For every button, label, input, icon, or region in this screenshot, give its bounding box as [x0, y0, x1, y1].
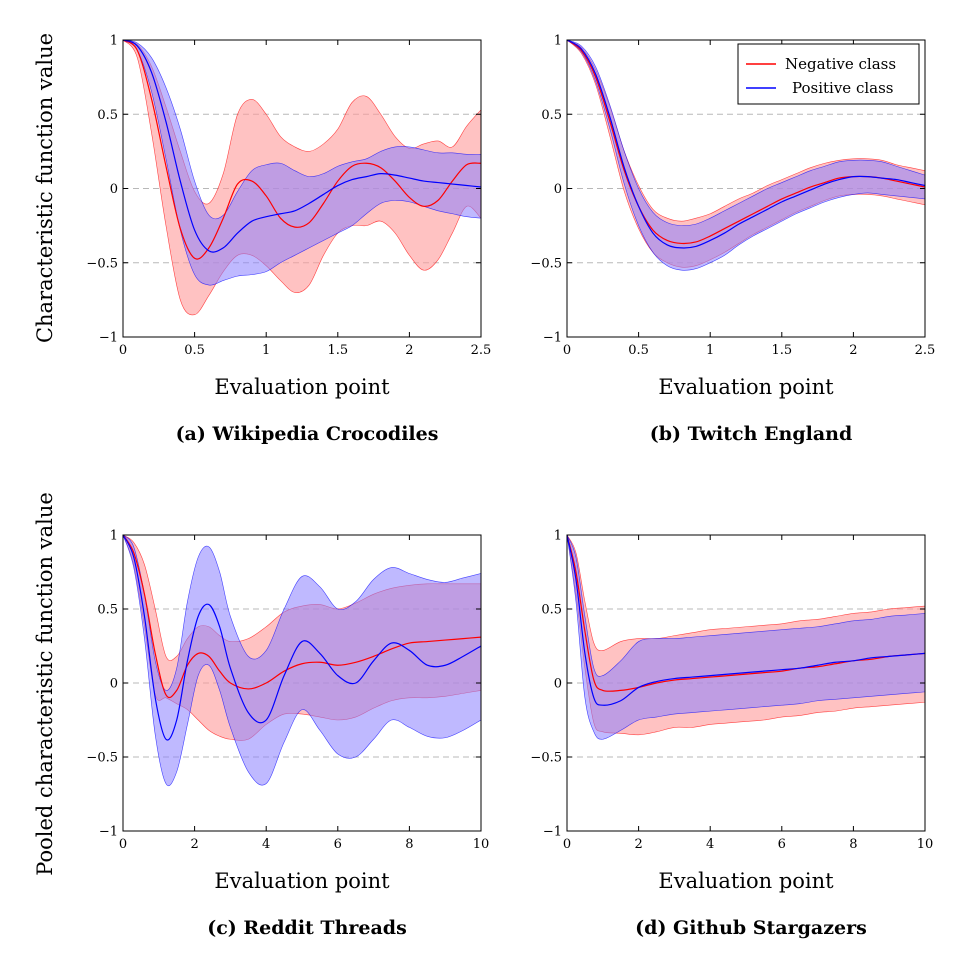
plot-area-0: [123, 40, 481, 316]
y-tick-label: −1: [543, 825, 562, 840]
plot-area-2: [123, 535, 481, 787]
x-tick-label: 0: [563, 837, 571, 852]
legend-positive-label: Positive class: [792, 79, 894, 97]
plot-area-1: [567, 40, 925, 271]
x-tick-label: 1: [262, 343, 270, 358]
y-tick-label: 0: [110, 182, 118, 197]
chart-panel-2: 0 2 4 6 8 10 −1 −0.5 0 0.5 1 Evaluation point (c) Re…: [86, 529, 489, 940]
y-tick-label: 0: [554, 182, 562, 197]
x-tick-label: 0.5: [628, 343, 649, 358]
x-tick-label: 1.5: [327, 343, 348, 358]
chart-panel-0: 0 0.5 1 1.5 2 2.5 −1 −0.5 0 0.5 1 Evaluation point (…: [86, 34, 491, 446]
x-tick-label: 0: [119, 837, 127, 852]
x-tick-label: 0.5: [184, 343, 205, 358]
positive-class-line: [123, 535, 481, 741]
panel-caption: (b) Twitch England: [650, 423, 853, 445]
panel-caption: (a) Wikipedia Crocodiles: [176, 423, 439, 445]
x-tick-label: 2: [190, 837, 198, 852]
legend: Negative class Positive class: [737, 43, 920, 105]
y-axis-label-bottom: Pooled characteristic function value: [33, 492, 57, 876]
y-tick-label: −1: [99, 331, 118, 346]
x-tick-label: 6: [778, 837, 786, 852]
x-axis-label: Evaluation point: [214, 869, 390, 893]
positive-class-line: [567, 40, 925, 249]
panel-caption: (c) Reddit Threads: [207, 917, 407, 939]
x-tick-label: 1: [706, 343, 714, 358]
y-tick-label: 0.5: [97, 603, 118, 618]
x-tick-label: 2: [634, 837, 642, 852]
y-tick-label: −0.5: [86, 256, 118, 271]
x-tick-label: 2.5: [915, 343, 936, 358]
y-tick-label: −0.5: [86, 751, 118, 766]
panel-caption: (d) Github Stargazers: [635, 917, 867, 939]
positive-class-line: [123, 40, 481, 253]
y-tick-label: 0: [110, 677, 118, 692]
y-tick-label: −1: [543, 331, 562, 346]
y-tick-label: 1: [554, 34, 562, 49]
x-tick-label: 4: [262, 837, 270, 852]
plot-area-3: [567, 535, 925, 740]
y-tick-label: −1: [99, 825, 118, 840]
y-tick-label: −0.5: [530, 256, 562, 271]
x-tick-label: 0: [563, 343, 571, 358]
x-tick-label: 6: [334, 837, 342, 852]
y-tick-label: 1: [554, 529, 562, 544]
x-axis-label: Evaluation point: [214, 375, 390, 399]
x-tick-label: 10: [917, 837, 934, 852]
positive-class-line: [567, 535, 925, 706]
positive-class-band: [123, 535, 481, 787]
x-axis-label: Evaluation point: [658, 375, 834, 399]
y-tick-label: 0: [554, 677, 562, 692]
x-tick-label: 1.5: [771, 343, 792, 358]
y-tick-label: 0.5: [541, 603, 562, 618]
x-tick-label: 10: [473, 837, 490, 852]
positive-class-band: [567, 40, 925, 271]
y-tick-label: −0.5: [530, 751, 562, 766]
y-tick-label: 1: [110, 34, 118, 49]
legend-box: [737, 43, 920, 105]
x-tick-label: 8: [849, 837, 857, 852]
x-tick-label: 4: [706, 837, 714, 852]
chart-panel-3: 0 2 4 6 8 10 −1 −0.5 0 0.5 1 Evaluation point (d) Gi…: [530, 529, 933, 940]
y-tick-label: 1: [110, 529, 118, 544]
y-tick-label: 0.5: [97, 108, 118, 123]
legend-negative-label: Negative class: [785, 55, 896, 73]
x-tick-label: 8: [405, 837, 413, 852]
chart-panel-1: 0 0.5 1 1.5 2 2.5 −1 −0.5 0 0.5 1 Evaluation point (…: [530, 34, 935, 446]
x-tick-label: 2: [849, 343, 857, 358]
x-tick-label: 2.5: [471, 343, 492, 358]
y-axis-label-top: Characteristic function value: [33, 33, 57, 343]
x-axis-label: Evaluation point: [658, 869, 834, 893]
negative-class-line: [123, 40, 481, 260]
x-tick-label: 0: [119, 343, 127, 358]
x-tick-label: 2: [405, 343, 413, 358]
y-tick-label: 0.5: [541, 108, 562, 123]
negative-class-line: [123, 535, 481, 699]
